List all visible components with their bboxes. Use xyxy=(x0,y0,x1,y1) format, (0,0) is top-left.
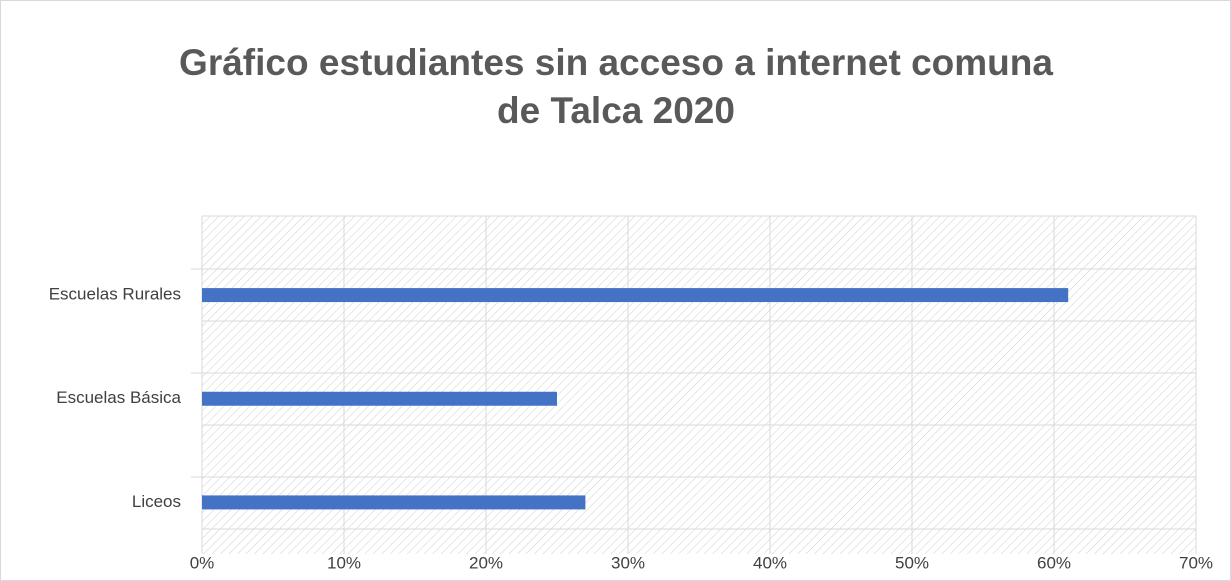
x-tick-label: 10% xyxy=(327,553,361,572)
y-tick-label: Escuelas Básica xyxy=(56,388,181,407)
y-tick-label: Escuelas Rurales xyxy=(49,285,181,304)
x-tick-label: 30% xyxy=(611,553,645,572)
x-tick-label: 0% xyxy=(190,553,215,572)
y-tick-label: Liceos xyxy=(132,492,181,511)
x-tick-label: 60% xyxy=(1037,553,1071,572)
bar xyxy=(202,495,586,510)
bar xyxy=(202,391,557,406)
chart-title: Gráfico estudiantes sin acceso a interne… xyxy=(179,42,1053,131)
x-tick-label: 70% xyxy=(1179,553,1213,572)
x-tick-label: 40% xyxy=(753,553,787,572)
row-lines xyxy=(191,215,1196,530)
bar xyxy=(202,288,1069,303)
x-tick-label: 20% xyxy=(469,553,503,572)
x-tick-label: 50% xyxy=(895,553,929,572)
